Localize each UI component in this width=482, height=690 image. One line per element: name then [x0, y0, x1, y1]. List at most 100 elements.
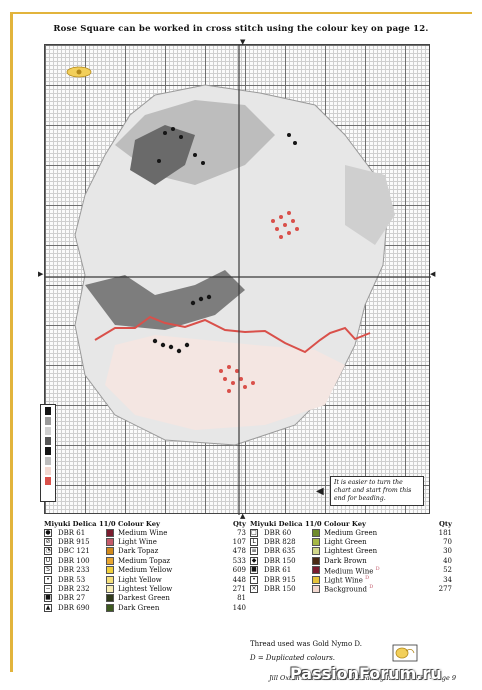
bead-code: DBR 60 [264, 528, 292, 537]
bead-qty: 533 [232, 556, 246, 565]
chart-symbol: ● [44, 528, 52, 537]
colour-swatch [312, 528, 320, 537]
page-border-left [10, 12, 13, 672]
colour-name: Lightest Green [324, 547, 378, 556]
key-left-title-row: Miyuki Delica 11/0 Colour Key Qty [44, 520, 254, 528]
bead-qty: 81 [237, 594, 246, 603]
bead-code: DBR 233 [58, 566, 90, 575]
duplicate-mark: D [375, 565, 380, 572]
key-left-row: ⊘ DBR 915 Light Wine 107 [44, 537, 254, 547]
bead-qty: 73 [237, 528, 246, 537]
top-center-arrow: ▼ [240, 38, 246, 46]
chart-symbol: ≡ [250, 547, 258, 556]
key-right-row: ■ DBR 61 Medium Wine D 52 [250, 566, 460, 575]
page-footer: Jill Oxton's Cross Stitch & Beading Issu… [269, 674, 456, 682]
chart-symbol: • [44, 575, 52, 584]
colour-name: Lightest Yellow [118, 585, 173, 594]
key-right-qty-label: Qty [438, 520, 452, 528]
chart-symbol: ⊘ [44, 538, 52, 547]
colour-name: Dark Brown [324, 556, 367, 565]
bead-code: DBR 150 [264, 585, 296, 594]
bead-qty: 40 [443, 556, 452, 565]
colour-name: Light Green [324, 538, 367, 547]
rose-logo-icon [66, 66, 92, 78]
colour-key-left: Miyuki Delica 11/0 Colour Key Qty ● DBR 6… [44, 520, 254, 613]
bead-chart-grid [44, 44, 431, 515]
mini-key-black [45, 407, 51, 415]
red-scallop-line [94, 315, 371, 354]
bead-qty: 271 [232, 585, 246, 594]
colour-name: Light Yellow [118, 575, 162, 584]
key-left-row: • DBR 53 Light Yellow 448 [44, 575, 254, 584]
beading-note: It is easier to turn the chart and start… [330, 476, 424, 506]
colour-swatch [106, 594, 114, 603]
duplicate-mark: D [365, 574, 370, 581]
colour-name: Medium Green [324, 528, 378, 537]
colour-name: Background D [324, 584, 374, 594]
thread-spool-icon [392, 644, 418, 662]
colour-name: Light Wine D [324, 574, 370, 585]
red-diamond-cluster-lower [219, 365, 255, 393]
colour-swatch [312, 538, 320, 547]
key-left-title: Miyuki Delica 11/0 Colour Key [44, 520, 160, 528]
mini-key-pink [45, 467, 51, 475]
bead-code: DBR 915 [264, 575, 296, 584]
colour-swatch [312, 547, 320, 556]
page-border-top [10, 12, 472, 14]
chart-pattern [45, 45, 431, 515]
chart-symbol: ▲ [44, 603, 52, 612]
mini-key-silver [45, 457, 51, 465]
key-right-row: ◆ DBR 150 Dark Brown 40 [250, 556, 460, 565]
colour-name: Dark Green [118, 603, 160, 612]
right-center-arrow: ◀ [430, 270, 436, 278]
bead-qty: 448 [232, 575, 246, 584]
bead-code: DBR 27 [58, 594, 86, 603]
mini-symbol-key [40, 404, 56, 502]
key-left-row: ▲ DBR 690 Dark Green 140 [44, 603, 254, 612]
bead-code: DBR 150 [264, 556, 296, 565]
key-left-row: U DBR 100 Medium Topaz 533 [44, 556, 254, 565]
chart-symbol: ■ [44, 594, 52, 603]
colour-swatch [106, 547, 114, 556]
chart-symbol: • [250, 575, 258, 584]
colour-name: Medium Topaz [118, 556, 171, 565]
chart-symbol: □ [250, 528, 258, 537]
bead-qty: 478 [232, 547, 246, 556]
mini-key-black-2 [45, 447, 51, 455]
colour-key-right: Miyuki Delica 11/0 Colour Key Qty □ DBR 6… [250, 520, 460, 594]
chart-symbol: ■ [250, 566, 258, 575]
key-left-row: ◔ DBC 121 Dark Topaz 478 [44, 547, 254, 556]
rose-side-right [345, 165, 395, 245]
chart-symbol: U [44, 556, 52, 565]
bead-qty: 52 [443, 566, 452, 575]
chart-symbol: L [250, 538, 258, 547]
key-right-row: L DBR 828 Light Green 70 [250, 537, 460, 547]
bead-qty: 609 [232, 566, 246, 575]
duplicate-note: D = Duplicated colours. [250, 654, 336, 662]
chart-symbol: × [250, 585, 258, 594]
bead-code: DBR 61 [264, 566, 292, 575]
red-diamond-cluster-upper [271, 211, 299, 239]
rose-dark-shadow [130, 125, 195, 185]
key-left-row: − DBR 232 Lightest Yellow 271 [44, 584, 254, 594]
rose-dark-band [85, 270, 245, 330]
bead-code: DBR 690 [58, 603, 90, 612]
colour-name: Medium Wine D [324, 565, 380, 575]
colour-swatch [312, 556, 320, 565]
colour-swatch [312, 585, 320, 594]
bead-qty: 140 [232, 603, 246, 612]
bead-code: DBR 635 [264, 547, 296, 556]
chart-symbol: S [44, 566, 52, 575]
colour-swatch [312, 566, 320, 575]
duplicate-mark: D [369, 584, 374, 591]
key-left-row: S DBR 233 Medium Yellow 609 [44, 566, 254, 575]
key-right-title: Miyuki Delica 11/0 Colour Key [250, 520, 366, 528]
bead-qty: 181 [438, 528, 452, 537]
colour-swatch [312, 575, 320, 584]
colour-name: Light Wine [118, 538, 157, 547]
bead-code: DBR 915 [58, 538, 90, 547]
key-right-row: □ DBR 60 Medium Green 181 [250, 528, 460, 537]
bead-qty: 34 [443, 575, 452, 584]
bead-code: DBR 232 [58, 585, 90, 594]
left-center-arrow: ▶ [38, 270, 44, 278]
